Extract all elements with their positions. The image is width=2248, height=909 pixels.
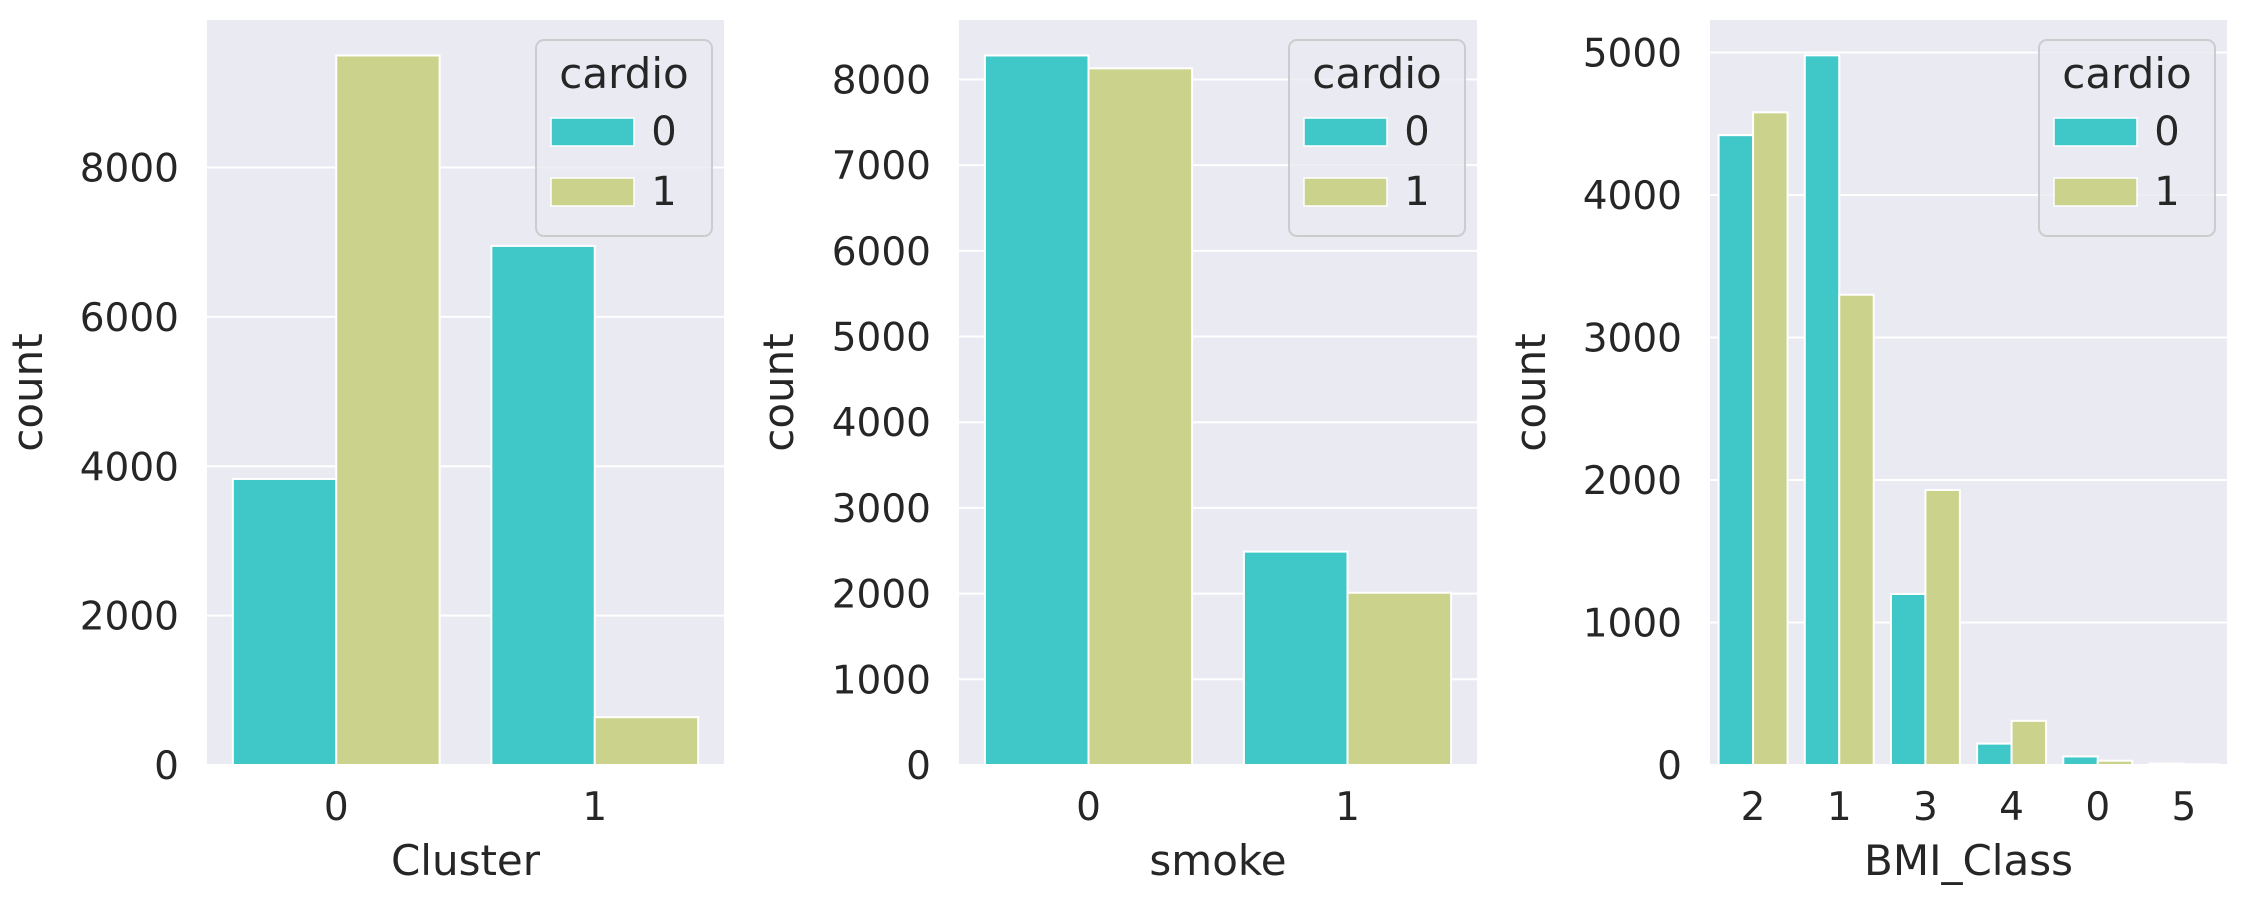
x-tick-label: 1 — [1335, 785, 1360, 830]
bar-cardio-1-cat-4 — [2010, 719, 2048, 766]
legend-entry-label: 1 — [651, 169, 676, 215]
y-tick-label: 1000 — [1583, 601, 1682, 646]
x-tick-label: 5 — [2172, 785, 2197, 830]
x-tick-label: 1 — [582, 785, 607, 830]
chart-panel-3: 0 1000 2000 3000 4000 5000 2 1 3 4 0 5 BMI_Class coun… — [1506, 20, 2227, 885]
bar-cardio-1-cat-1 — [1838, 293, 1875, 766]
legend: cardio 0 1 — [2038, 39, 2216, 237]
x-tick-label: 4 — [1999, 785, 2024, 830]
bar-cardio-0-cat-0 — [231, 477, 338, 766]
y-tick-label: 8000 — [80, 147, 179, 192]
bar-cardio-0-cat-1 — [1242, 550, 1349, 767]
x-tick-label: 0 — [2085, 785, 2110, 830]
y-tick-label: 4000 — [832, 401, 931, 446]
bar-cardio-1-cat-1 — [1346, 591, 1453, 766]
y-axis-label: count — [3, 333, 52, 452]
x-tick-label: 3 — [1913, 785, 1938, 830]
y-tick-label: 6000 — [80, 296, 179, 341]
y-tick-label: 5000 — [1583, 31, 1682, 76]
y-tick-label: 4000 — [80, 445, 179, 490]
y-tick-label: 1000 — [832, 658, 931, 703]
bar-cardio-1-cat-1 — [593, 716, 700, 766]
legend-title: cardio — [1312, 49, 1441, 98]
legend-swatch-cardio-0 — [550, 117, 635, 147]
y-tick-label: 6000 — [832, 230, 931, 275]
bar-cardio-0-cat-0 — [983, 54, 1090, 766]
bar-cardio-1-cat-5 — [2182, 763, 2220, 766]
legend: cardio 0 1 — [535, 39, 713, 237]
y-tick-label: 0 — [154, 744, 179, 789]
y-tick-label: 2000 — [80, 595, 179, 640]
y-tick-label: 8000 — [832, 58, 931, 103]
legend-swatch-cardio-0 — [1303, 117, 1388, 147]
chart-panel-2: 0 1000 2000 3000 4000 5000 6000 7000 8000 0 1 smoke… — [754, 20, 1477, 885]
y-tick-label: 2000 — [1583, 459, 1682, 504]
bar-cardio-0-cat-0 — [2062, 755, 2099, 767]
legend-entry-label: 0 — [2154, 109, 2179, 155]
legend-swatch-cardio-1 — [1303, 177, 1388, 207]
bar-cardio-1-cat-0 — [2096, 759, 2134, 766]
x-tick-label: 1 — [1827, 785, 1852, 830]
legend-title: cardio — [2062, 49, 2191, 98]
legend: cardio 0 1 — [1288, 39, 1466, 237]
y-tick-label: 7000 — [832, 144, 931, 189]
x-tick-label: 0 — [1076, 785, 1101, 830]
bar-cardio-0-cat-1 — [1803, 54, 1841, 767]
x-tick-label: 2 — [1741, 785, 1766, 830]
bar-cardio-0-cat-4 — [1976, 742, 2013, 766]
bar-cardio-1-cat-3 — [1924, 488, 1961, 766]
x-tick-label: 0 — [324, 785, 349, 830]
bar-cardio-1-cat-0 — [1087, 67, 1194, 766]
chart-panel-1: 0 2000 4000 6000 8000 0 1 Cluster count cardio 0 1 — [3, 20, 724, 885]
legend-swatch-cardio-0 — [2053, 117, 2138, 147]
bar-cardio-1-cat-0 — [335, 54, 441, 766]
legend-swatch-cardio-1 — [2053, 177, 2138, 207]
y-tick-label: 4000 — [1583, 174, 1682, 219]
x-axis-label: Cluster — [391, 836, 541, 885]
legend-swatch-cardio-1 — [550, 177, 635, 207]
y-axis-label: count — [1506, 333, 1555, 452]
y-axis-label: count — [754, 333, 803, 452]
legend-entry-label: 1 — [2154, 169, 2179, 215]
legend-entry-label: 0 — [1404, 109, 1429, 155]
x-axis-label: BMI_Class — [1864, 836, 2073, 885]
y-tick-label: 0 — [1657, 744, 1682, 789]
legend-entry-label: 1 — [1404, 169, 1429, 215]
legend-title: cardio — [559, 49, 688, 98]
bar-cardio-0-cat-2 — [1717, 134, 1755, 766]
y-tick-label: 3000 — [832, 487, 931, 532]
legend-entry-label: 0 — [651, 109, 676, 155]
y-tick-label: 5000 — [832, 316, 931, 361]
x-axis-label: smoke — [1149, 836, 1286, 885]
bar-cardio-0-cat-3 — [1889, 592, 1927, 766]
bar-cardio-0-cat-1 — [490, 244, 596, 767]
bar-cardio-1-cat-2 — [1752, 111, 1789, 766]
y-tick-label: 0 — [906, 744, 931, 789]
y-tick-label: 3000 — [1583, 316, 1682, 361]
y-tick-label: 2000 — [832, 573, 931, 618]
bar-cardio-0-cat-5 — [2148, 762, 2185, 766]
